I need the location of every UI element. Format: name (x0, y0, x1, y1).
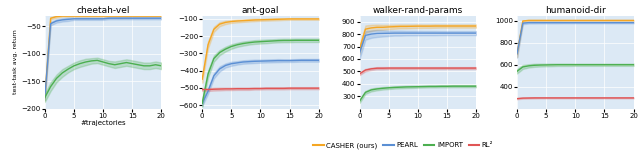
Y-axis label: test-task avg. return: test-task avg. return (13, 30, 19, 94)
Title: walker-rand-params: walker-rand-params (372, 6, 463, 15)
Title: ant-goal: ant-goal (242, 6, 279, 15)
Title: humanoid-dir: humanoid-dir (545, 6, 605, 15)
Legend: CASHER (ours), PEARL, IMPORT, RL²: CASHER (ours), PEARL, IMPORT, RL² (310, 140, 496, 152)
X-axis label: #trajectories: #trajectories (80, 120, 126, 126)
Title: cheetah-vel: cheetah-vel (76, 6, 130, 15)
